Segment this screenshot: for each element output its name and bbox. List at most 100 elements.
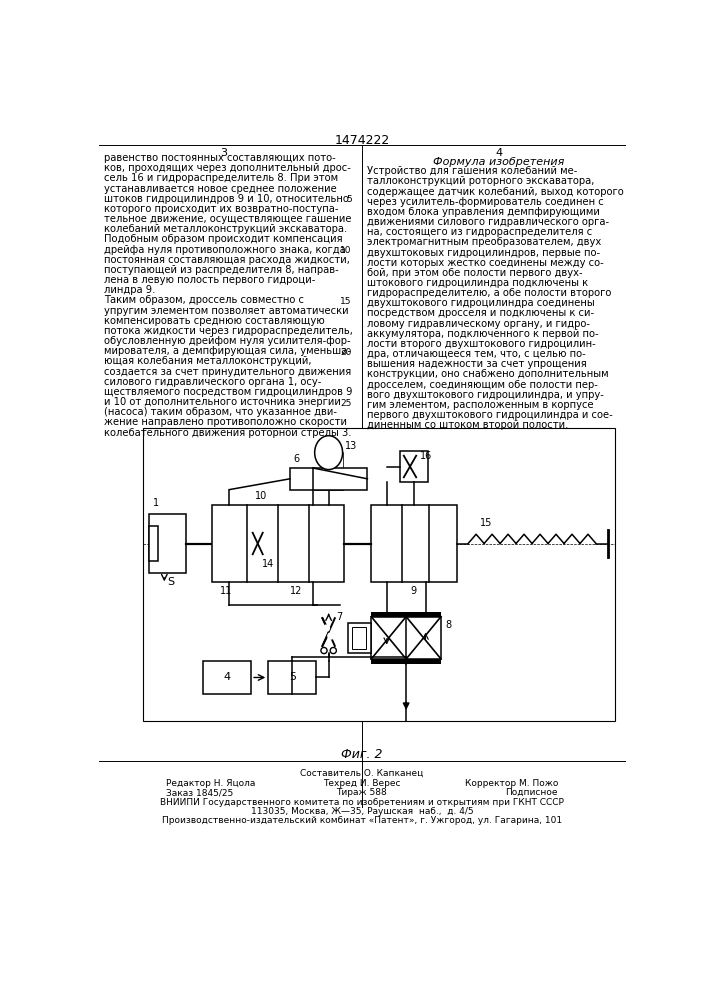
Text: ющая колебания металлоконструкций,: ющая колебания металлоконструкций,	[104, 356, 311, 366]
Text: потока жидкости через гидрораспределитель,: потока жидкости через гидрораспределител…	[104, 326, 353, 336]
Text: 7: 7	[337, 612, 343, 622]
Text: посредством дросселя и подключены к си-: посредством дросселя и подключены к си-	[368, 308, 595, 318]
Text: устанавливается новое среднее положение: устанавливается новое среднее положение	[104, 184, 337, 194]
Text: Фиг. 2: Фиг. 2	[341, 748, 382, 761]
Ellipse shape	[315, 436, 343, 470]
Text: 8: 8	[445, 620, 451, 631]
Text: силового гидравлического органа 1, осу-: силового гидравлического органа 1, осу-	[104, 377, 321, 387]
Bar	[143, 428, 615, 721]
Text: 5: 5	[288, 672, 296, 682]
Text: электромагнитным преобразователем, двух: электромагнитным преобразователем, двух	[368, 237, 602, 247]
Text: 11: 11	[220, 586, 233, 596]
Text: Составитель О. Капканец: Составитель О. Капканец	[300, 768, 423, 777]
Text: обусловленную дрейфом нуля усилителя-фор-: обусловленную дрейфом нуля усилителя-фор…	[104, 336, 351, 346]
Text: 16: 16	[420, 451, 432, 461]
Text: (насоса) таким образом, что указанное дви-: (насоса) таким образом, что указанное дв…	[104, 407, 337, 417]
Text: Формула изобретения: Формула изобретения	[433, 157, 565, 167]
Bar	[352, 627, 366, 649]
Text: 14: 14	[262, 559, 274, 569]
Text: бой, при этом обе полости первого двух-: бой, при этом обе полости первого двух-	[368, 268, 583, 278]
Bar	[290, 468, 368, 490]
Text: Редактор Н. Яцола: Редактор Н. Яцола	[166, 779, 255, 788]
Bar	[149, 526, 158, 561]
Text: создается за счет принудительного движения: создается за счет принудительного движен…	[104, 367, 351, 377]
Circle shape	[323, 625, 329, 631]
Text: штокового гидроцилиндра подключены к: штокового гидроцилиндра подключены к	[368, 278, 588, 288]
Text: аккумулятора, подключенного к первой по-: аккумулятора, подключенного к первой по-	[368, 329, 599, 339]
Text: 3: 3	[221, 148, 228, 158]
Text: колебательного движения роторной стрелы 3.: колебательного движения роторной стрелы …	[104, 428, 351, 438]
Text: 25: 25	[341, 399, 352, 408]
Text: лости которых жестко соединены между со-: лости которых жестко соединены между со-	[368, 258, 604, 268]
Bar	[400, 451, 428, 482]
Text: постоянная составляющая расхода жидкости,: постоянная составляющая расхода жидкости…	[104, 255, 350, 265]
Text: тельное движение, осуществляющее гашение: тельное движение, осуществляющее гашение	[104, 214, 351, 224]
Text: Заказ 1845/25: Заказ 1845/25	[166, 788, 233, 797]
Text: 20: 20	[341, 348, 352, 357]
Text: двухштоковых гидроцилиндров, первые по-: двухштоковых гидроцилиндров, первые по-	[368, 248, 600, 258]
Text: 113035, Москва, Ж—35, Раушская  наб.,  д. 4/5: 113035, Москва, Ж—35, Раушская наб., д. …	[251, 807, 473, 816]
Text: 1: 1	[153, 498, 159, 508]
Bar	[315, 453, 343, 490]
Text: мирователя, а демпфирующая сила, уменьша-: мирователя, а демпфирующая сила, уменьша…	[104, 346, 351, 356]
Text: Корректор М. Пожо: Корректор М. Пожо	[464, 779, 558, 788]
Bar	[315, 450, 343, 456]
Text: таллоконструкций роторного экскаватора,: таллоконструкций роторного экскаватора,	[368, 176, 595, 186]
Text: лости второго двухштокового гидроцилин-: лости второго двухштокового гидроцилин-	[368, 339, 596, 349]
Text: 4: 4	[223, 672, 230, 682]
Text: Тираж 588: Тираж 588	[337, 788, 387, 797]
Text: на, состоящего из гидрораспределителя с: на, состоящего из гидрораспределителя с	[368, 227, 592, 237]
Bar	[268, 661, 316, 694]
Text: компенсировать среднюю составляющую: компенсировать среднюю составляющую	[104, 316, 325, 326]
Text: ловому гидравлическому органу, и гидро-: ловому гидравлическому органу, и гидро-	[368, 319, 590, 329]
Bar	[371, 617, 441, 659]
Text: гим элементом, расположенным в корпусе: гим элементом, расположенным в корпусе	[368, 400, 594, 410]
Text: двухштокового гидроцилиндра соединены: двухштокового гидроцилиндра соединены	[368, 298, 595, 308]
Text: Подобным образом происходит компенсация: Подобным образом происходит компенсация	[104, 234, 342, 244]
Text: 4: 4	[496, 148, 503, 158]
Text: Подписное: Подписное	[506, 788, 558, 797]
Bar	[203, 661, 251, 694]
Text: дрейфа нуля противоположного знака, когда: дрейфа нуля противоположного знака, когд…	[104, 245, 346, 255]
Text: 9: 9	[410, 586, 416, 596]
Bar	[348, 623, 371, 653]
Text: дра, отличающееся тем, что, с целью по-: дра, отличающееся тем, что, с целью по-	[368, 349, 586, 359]
Text: сель 16 и гидрораспределитель 8. При этом: сель 16 и гидрораспределитель 8. При это…	[104, 173, 338, 183]
Text: линдра 9.: линдра 9.	[104, 285, 156, 295]
Text: Техред И. Верес: Техред И. Верес	[323, 779, 401, 788]
Text: через усилитель-формирователь соединен с: через усилитель-формирователь соединен с	[368, 197, 604, 207]
Text: 5: 5	[346, 195, 352, 204]
Circle shape	[328, 633, 334, 639]
Text: входом блока управления демпфирующими: входом блока управления демпфирующими	[368, 207, 600, 217]
Text: жение направлено противоположно скорости: жение направлено противоположно скорости	[104, 417, 347, 427]
Bar	[371, 505, 457, 582]
Text: 1474222: 1474222	[334, 134, 390, 147]
Text: 13: 13	[345, 441, 357, 451]
Text: S: S	[168, 577, 175, 587]
Text: дросселем, соединяющим обе полости пер-: дросселем, соединяющим обе полости пер-	[368, 380, 598, 390]
Bar	[371, 659, 441, 664]
Bar	[212, 505, 344, 582]
Text: 10: 10	[255, 491, 267, 501]
Text: вого двухштокового гидроцилиндра, и упру-: вого двухштокового гидроцилиндра, и упру…	[368, 390, 604, 400]
Text: 15: 15	[480, 518, 492, 528]
Bar	[371, 612, 441, 617]
Text: вышения надежности за счет упрощения: вышения надежности за счет упрощения	[368, 359, 587, 369]
Text: 10: 10	[340, 246, 352, 255]
Bar	[314, 452, 344, 469]
Text: ВНИИПИ Государственного комитета по изобретениям и открытиям при ГКНТ СССР: ВНИИПИ Государственного комитета по изоб…	[160, 798, 564, 807]
Text: гидрораспределителю, а обе полости второго: гидрораспределителю, а обе полости второ…	[368, 288, 612, 298]
Text: равенство постоянных составляющих пото-: равенство постоянных составляющих пото-	[104, 153, 336, 163]
Text: упругим элементом позволяет автоматически: упругим элементом позволяет автоматическ…	[104, 306, 349, 316]
Text: конструкции, оно снабжено дополнительным: конструкции, оно снабжено дополнительным	[368, 369, 609, 379]
Text: которого происходит их возвратно-поступа-: которого происходит их возвратно-поступа…	[104, 204, 339, 214]
Text: движениями силового гидравлического орга-: движениями силового гидравлического орга…	[368, 217, 609, 227]
Text: 12: 12	[290, 586, 303, 596]
Text: ков, проходящих через дополнительный дрос-: ков, проходящих через дополнительный дро…	[104, 163, 351, 173]
Text: поступающей из распределителя 8, направ-: поступающей из распределителя 8, направ-	[104, 265, 339, 275]
Text: колебаний металлоконструкций экскаватора.: колебаний металлоконструкций экскаватора…	[104, 224, 347, 234]
Text: лена в левую полость первого гидроци-: лена в левую полость первого гидроци-	[104, 275, 315, 285]
Bar	[149, 514, 186, 573]
Text: Производственно-издательский комбинат «Патент», г. Ужгород, ул. Гагарина, 101: Производственно-издательский комбинат «П…	[162, 816, 562, 825]
Text: содержащее датчик колебаний, выход которого: содержащее датчик колебаний, выход котор…	[368, 187, 624, 197]
